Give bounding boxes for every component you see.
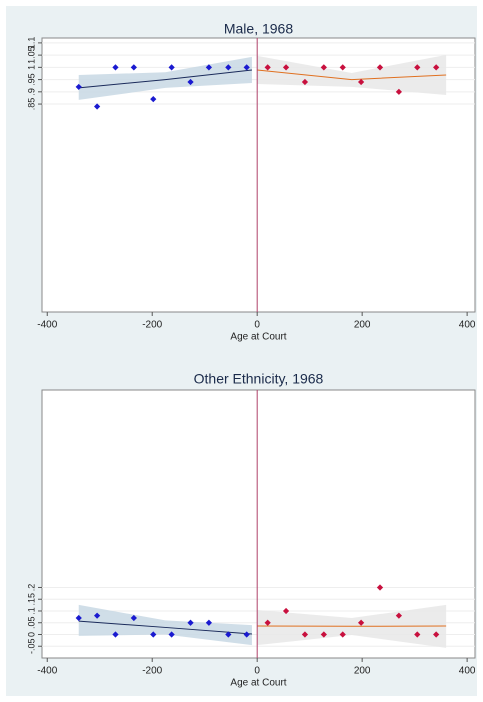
data-point [187, 78, 194, 86]
y-tick-label: .9 [26, 88, 36, 96]
data-point [243, 64, 250, 71]
fit-line [78, 69, 252, 89]
chart-title: Other Ethnicity, 1968 [194, 371, 324, 387]
x-tick-label: -400 [37, 320, 57, 331]
data-point [168, 64, 175, 71]
y-tick-label: 1.1 [26, 37, 36, 50]
y-tick-label: .05 [26, 616, 36, 629]
x-tick-label: -200 [142, 666, 162, 677]
x-tick-label: 0 [254, 320, 260, 331]
data-point [130, 64, 137, 71]
y-tick-label: .1 [26, 607, 36, 615]
data-point [150, 631, 157, 638]
x-tick-label: 400 [459, 666, 476, 677]
x-tick-label: 200 [354, 666, 371, 677]
confidence-band [78, 604, 252, 646]
confidence-band [257, 54, 447, 96]
y-tick-label: 1.05 [26, 46, 36, 64]
y-tick-label: -.05 [26, 638, 36, 654]
x-tick-label: 0 [254, 666, 260, 677]
data-point [395, 612, 403, 619]
data-point [150, 96, 157, 103]
data-point [112, 64, 119, 71]
y-tick-label: .2 [26, 584, 36, 592]
data-point [75, 83, 82, 91]
x-tick-label: 400 [459, 320, 476, 331]
x-axis-label: Age at Court [230, 332, 286, 343]
y-tick-label: .95 [26, 73, 36, 86]
data-point [339, 631, 346, 638]
data-point [225, 64, 232, 71]
chart-title: Male, 1968 [224, 21, 293, 37]
x-tick-label: -200 [142, 320, 162, 331]
data-point [205, 64, 213, 71]
data-point [93, 103, 101, 110]
y-tick-label: .15 [26, 593, 36, 606]
data-point [301, 631, 309, 638]
data-point [205, 619, 213, 626]
y-tick-label: 0 [26, 632, 36, 637]
y-tick-label: 1 [26, 65, 36, 70]
x-tick-label: 200 [354, 320, 371, 331]
fit-line [257, 69, 447, 81]
y-tick-label: .85 [26, 98, 36, 111]
x-axis-label: Age at Court [230, 678, 286, 689]
data-point [187, 619, 194, 626]
fit-line [78, 620, 252, 635]
data-point [433, 631, 440, 638]
x-tick-label: -400 [37, 666, 57, 677]
